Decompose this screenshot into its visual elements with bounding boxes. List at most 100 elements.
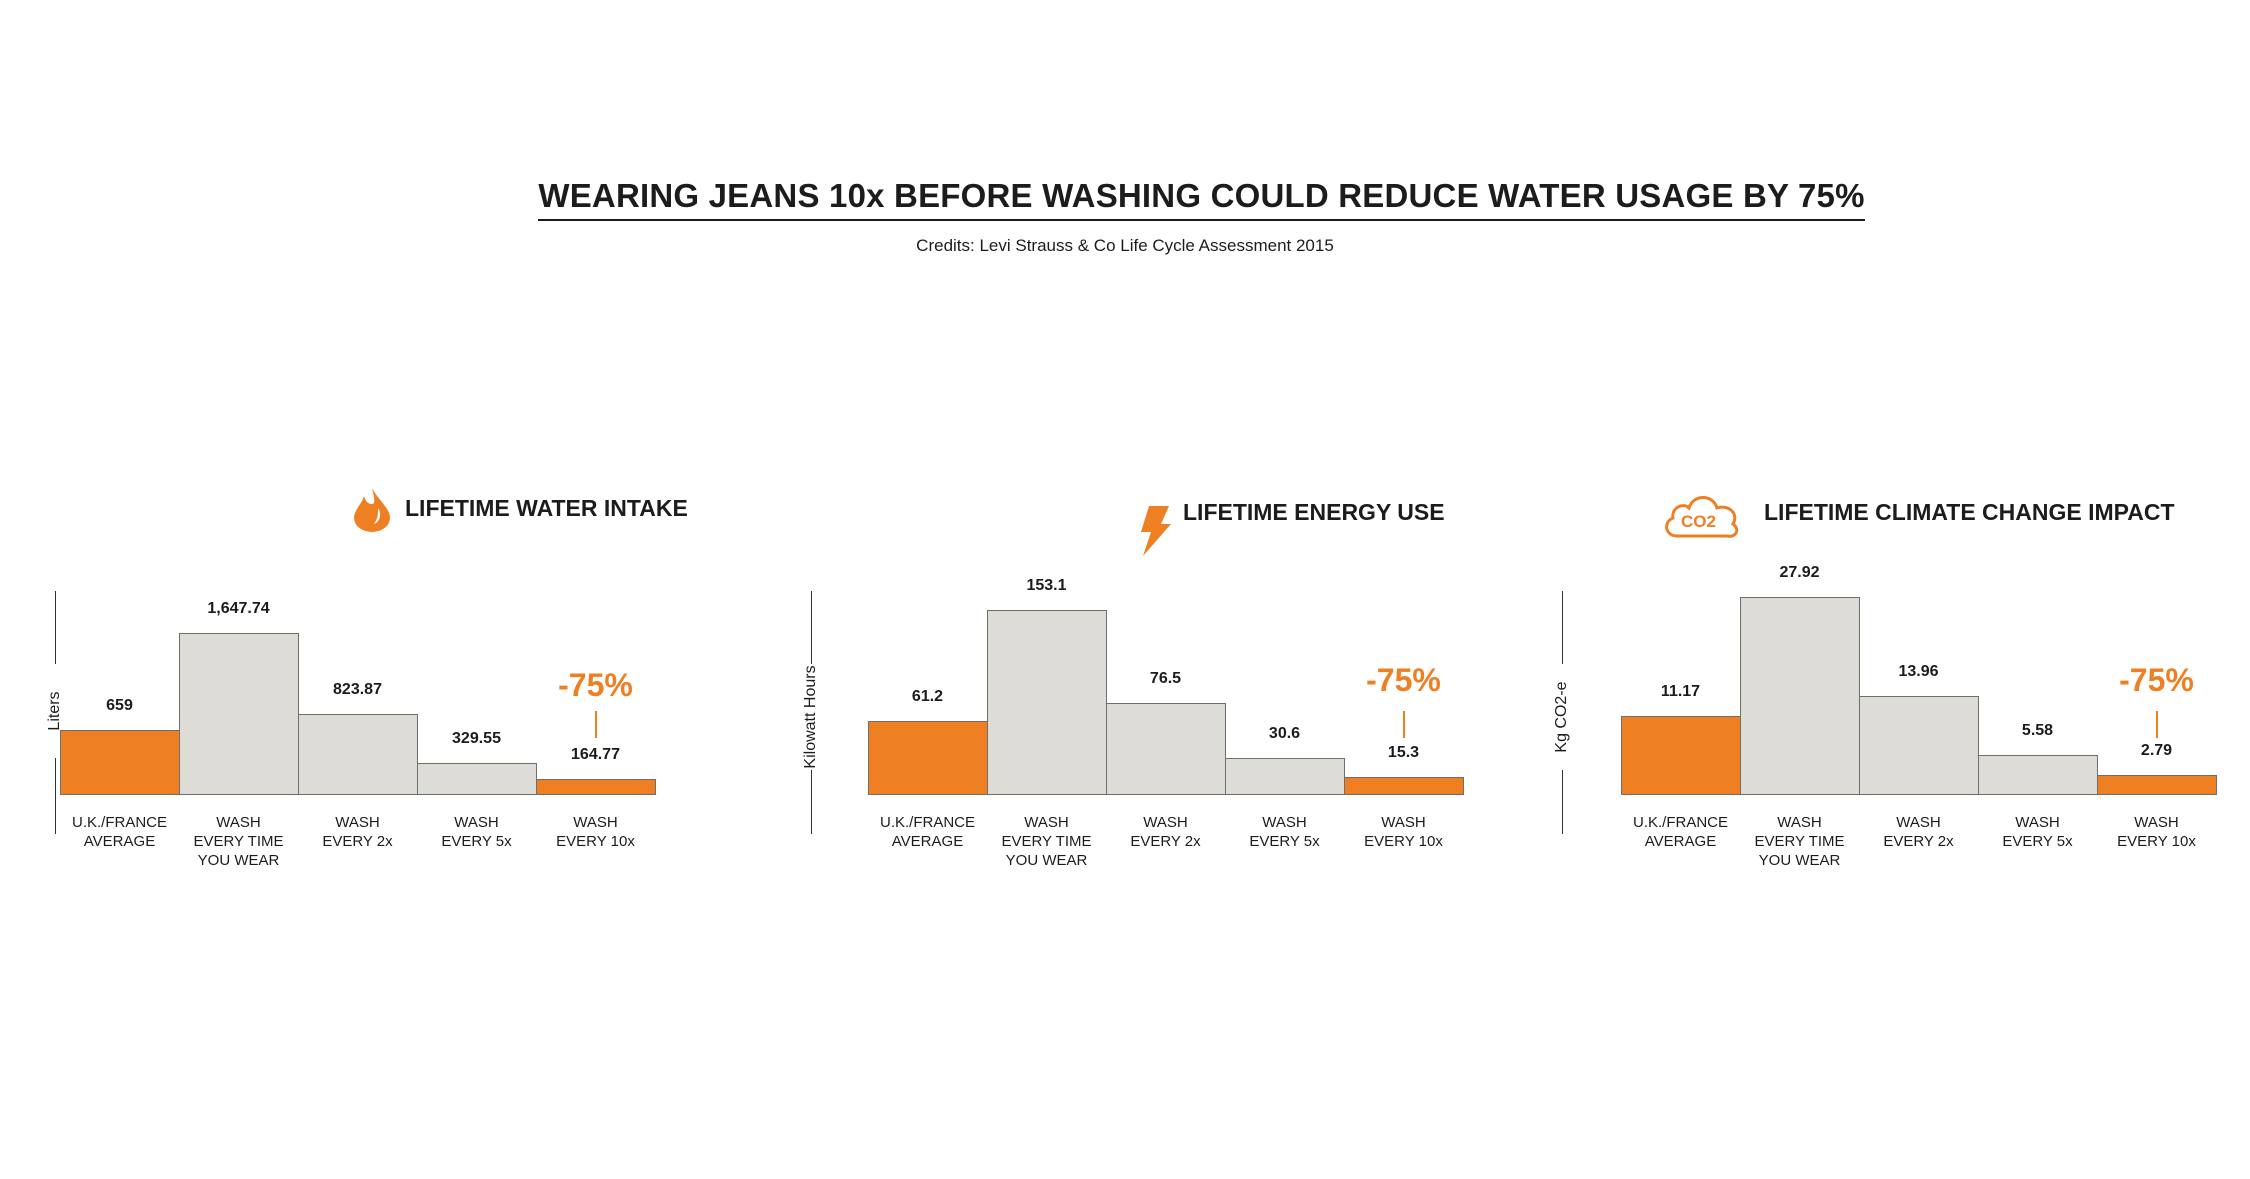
- x-tick-label-line: WASH: [1777, 814, 1822, 831]
- bar: [1859, 696, 1979, 795]
- y-axis-line-top: [55, 591, 56, 664]
- x-tick-label: WASH EVERY 2x: [298, 813, 417, 851]
- x-tick-label-line: YOU WEAR: [197, 852, 280, 869]
- co2-icon-text: CO2: [1681, 512, 1716, 531]
- x-tick-label-line: WASH: [1381, 814, 1426, 831]
- y-axis-line-bottom: [55, 758, 56, 834]
- y-axis-line-top: [811, 591, 812, 664]
- x-tick-label-line: U.K./FRANCE: [71, 814, 167, 831]
- x-tick-label-line: EVERY 2x: [322, 833, 393, 850]
- y-axis-line-bottom: [811, 770, 812, 834]
- data-label: 76.5: [1149, 669, 1182, 687]
- chart-title: LIFETIME WATER INTAKE: [405, 495, 688, 521]
- bar: [536, 778, 656, 795]
- water-drop-icon: [354, 488, 390, 532]
- x-tick-label-line: EVERY 2x: [1130, 833, 1201, 850]
- data-label: 823.87: [333, 681, 382, 698]
- x-tick-label-line: EVERY 5x: [1249, 833, 1320, 850]
- x-tick-label-line: EVERY 10x: [1364, 833, 1443, 850]
- bar: [987, 610, 1107, 795]
- bar: [868, 721, 988, 795]
- bar: [298, 714, 418, 795]
- reduction-annotation: -75%: [558, 667, 633, 703]
- x-tick-label: WASH EVERY 10x: [2097, 813, 2216, 851]
- annotation-tick: [595, 711, 597, 738]
- data-label: 329.55: [452, 729, 501, 747]
- x-tick-label-line: U.K./FRANCE: [1632, 814, 1728, 831]
- x-tick-label: WASH EVERY 5x: [417, 813, 536, 851]
- reduction-annotation: -75%: [1366, 662, 1441, 698]
- data-label: 13.96: [1898, 663, 1939, 680]
- reduction-annotation: -75%: [2119, 662, 2194, 698]
- data-label: 2.79: [2140, 742, 2173, 760]
- data-label: 15.3: [1387, 743, 1420, 761]
- bar: [1740, 597, 1860, 795]
- x-tick-label-line: EVERY TIME: [1001, 833, 1092, 850]
- bar: [1621, 715, 1741, 795]
- y-axis-label: Kilowatt Hours: [802, 665, 819, 769]
- x-tick-label-line: YOU WEAR: [1758, 852, 1841, 869]
- climate-chart: CO2 LIFETIME CLIMATE CHANGE IMPACT Kg CO…: [1507, 480, 2250, 880]
- x-tick-label: U.K./FRANCE AVERAGE: [868, 813, 987, 851]
- chart-title: LIFETIME CLIMATE CHANGE IMPACT: [1764, 499, 2175, 525]
- x-tick-label: WASH EVERY TIME YOU WEAR: [1740, 813, 1859, 870]
- co2-cloud-icon: [1665, 496, 1739, 538]
- data-label: 30.6: [1268, 725, 1301, 743]
- y-axis-label: Kg CO2-e: [1553, 681, 1570, 753]
- x-tick-label: WASH EVERY TIME YOU WEAR: [987, 813, 1106, 870]
- annotation-tick: [1403, 711, 1405, 738]
- x-tick-label: WASH EVERY 10x: [536, 813, 655, 851]
- x-tick-label-line: YOU WEAR: [1005, 852, 1088, 869]
- x-tick-label-line: WASH: [335, 814, 380, 831]
- x-tick-label-line: WASH: [1024, 814, 1069, 831]
- x-tick-label-line: WASH: [454, 814, 499, 831]
- water-chart: LIFETIME WATER INTAKE Liters 659 U.K./FRAN…: [0, 480, 750, 880]
- x-tick-label-line: AVERAGE: [83, 833, 156, 850]
- x-tick-label-line: WASH: [573, 814, 618, 831]
- bar: [60, 730, 180, 795]
- data-label: 61.2: [911, 688, 944, 706]
- bar: [179, 633, 299, 795]
- page-title: WEARING JEANS 10x BEFORE WASHING COULD R…: [538, 176, 1865, 221]
- data-label: 153.1: [1026, 577, 1067, 594]
- chart-title: LIFETIME ENERGY USE: [1183, 499, 1445, 525]
- x-tick-label-line: AVERAGE: [1644, 833, 1717, 850]
- data-label: 5.58: [2021, 722, 2054, 740]
- bar: [2097, 775, 2217, 795]
- x-tick-label-line: EVERY TIME: [1754, 833, 1845, 850]
- lightning-icon: [1141, 506, 1171, 556]
- x-tick-label-line: EVERY 10x: [556, 833, 635, 850]
- x-tick-label: U.K./FRANCE AVERAGE: [1621, 813, 1740, 851]
- bar: [417, 762, 537, 795]
- x-tick-label-line: WASH: [216, 814, 261, 831]
- x-tick-label: WASH EVERY 2x: [1106, 813, 1225, 851]
- x-tick-label-line: EVERY 2x: [1883, 833, 1954, 850]
- x-tick-label-line: WASH: [1262, 814, 1307, 831]
- x-tick-label-line: WASH: [2015, 814, 2060, 831]
- data-label: 11.17: [1660, 682, 1701, 700]
- annotation-tick: [2156, 711, 2158, 738]
- data-label: 1,647.74: [207, 600, 270, 617]
- bar: [1225, 758, 1345, 795]
- x-tick-label: WASH EVERY 5x: [1225, 813, 1344, 851]
- x-tick-label-line: WASH: [1896, 814, 1941, 831]
- page-title-wrapper: WEARING JEANS 10x BEFORE WASHING COULD R…: [463, 176, 1940, 221]
- data-label: 27.92: [1779, 564, 1820, 581]
- x-tick-label-line: EVERY 5x: [2002, 833, 2073, 850]
- x-tick-label-line: EVERY TIME: [193, 833, 284, 850]
- x-tick-label-line: EVERY 10x: [2117, 833, 2196, 850]
- x-tick-label: WASH EVERY TIME YOU WEAR: [179, 813, 298, 870]
- x-tick-label-line: AVERAGE: [891, 833, 964, 850]
- energy-chart: LIFETIME ENERGY USE Kilowatt Hours 61.2 U.…: [756, 480, 1506, 880]
- x-tick-label: U.K./FRANCE AVERAGE: [60, 813, 179, 851]
- x-tick-label-line: WASH: [1143, 814, 1188, 831]
- x-tick-label: WASH EVERY 2x: [1859, 813, 1978, 851]
- x-tick-label-line: EVERY 5x: [441, 833, 512, 850]
- x-tick-label-line: U.K./FRANCE: [879, 814, 975, 831]
- x-tick-label-line: WASH: [2134, 814, 2179, 831]
- y-axis-line-top: [1562, 591, 1563, 664]
- y-axis-line-bottom: [1562, 770, 1563, 834]
- bar: [1978, 755, 2098, 795]
- bar: [1106, 702, 1226, 795]
- x-tick-label: WASH EVERY 5x: [1978, 813, 2097, 851]
